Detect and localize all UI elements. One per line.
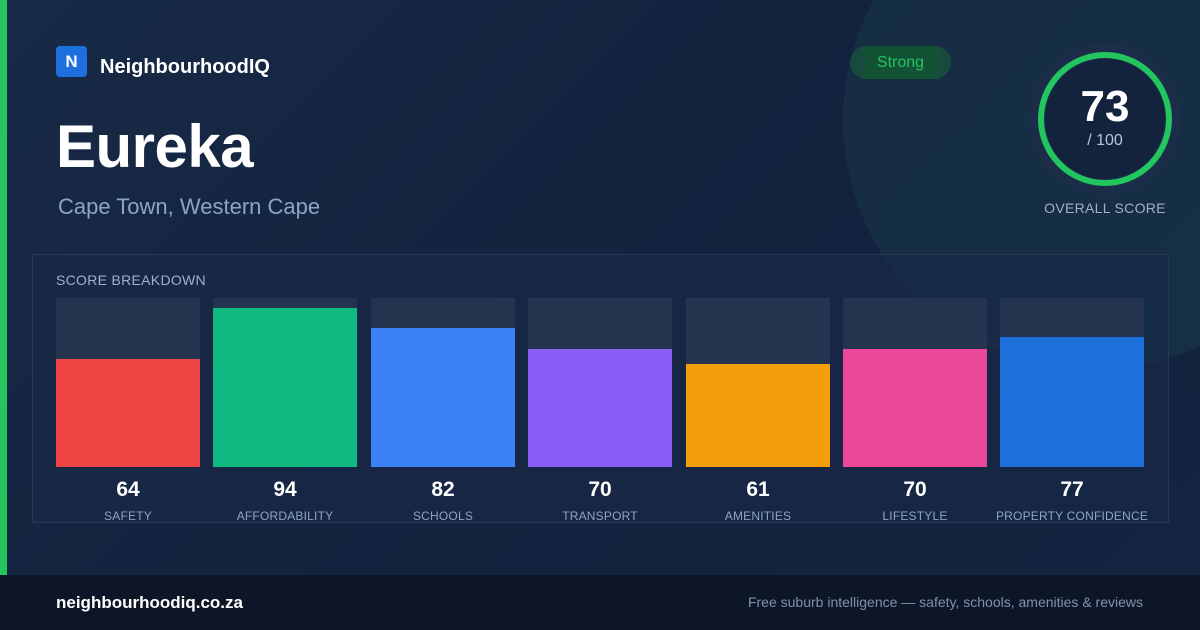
breakdown-item-affordability: 94 AFFORDABILITY	[213, 298, 357, 523]
rating-badge-label: Strong	[876, 53, 925, 71]
bar-fill	[843, 349, 987, 467]
suburb-title: Eureka	[56, 113, 254, 180]
bar-fill	[686, 364, 830, 467]
bar-label: AFFORDABILITY	[236, 509, 334, 523]
overall-score-ring	[1029, 43, 1181, 195]
bar-track	[1000, 298, 1144, 467]
breakdown-item-amenities: 61 AMENITIES	[686, 298, 830, 523]
bar-track	[686, 298, 830, 467]
bar-value: 70	[588, 478, 612, 501]
bar-value: 77	[1060, 478, 1084, 501]
breakdown-item-lifestyle: 70 LIFESTYLE	[843, 298, 987, 523]
bar-fill	[528, 349, 672, 467]
suburb-location: Cape Town, Western Cape	[58, 194, 321, 219]
footer	[0, 575, 1200, 630]
accent-bar	[0, 0, 7, 575]
breakdown-item-property-confidence: 77 PROPERTY CONFIDENCE	[996, 298, 1148, 523]
overall-score-max: / 100	[1087, 132, 1123, 149]
bar-fill	[56, 359, 200, 467]
rating-badge-highlight	[863, 46, 938, 79]
score-breakdown-title: SCORE BREAKDOWN	[56, 272, 206, 288]
bar-track	[528, 298, 672, 467]
bar-value: 70	[903, 478, 927, 501]
footer-url[interactable]: neighbourhoodiq.co.za	[56, 593, 243, 612]
breakdown-item-schools: 82 SCHOOLS	[371, 298, 515, 523]
score-ring-progress	[1038, 52, 1172, 186]
bar-label: AMENITIES	[724, 509, 792, 523]
bar-track	[371, 298, 515, 467]
footer-tagline: Free suburb intelligence — safety, schoo…	[747, 594, 1143, 610]
bar-label: SAFETY	[104, 509, 152, 523]
brand-name: NeighbourhoodIQ	[100, 56, 270, 78]
rating-badge: Strong	[850, 46, 951, 79]
breakdown-item-safety: 64 SAFETY	[56, 298, 200, 523]
bar-label: TRANSPORT	[562, 509, 638, 523]
bar-value: 64	[116, 478, 140, 501]
score-ring-inner	[1045, 59, 1165, 179]
bar-label: LIFESTYLE	[882, 509, 948, 523]
brand-logo-icon: N	[56, 46, 87, 77]
bar-label: SCHOOLS	[412, 509, 474, 523]
breakdown-item-transport: 70 TRANSPORT	[528, 298, 672, 523]
overall-score-label: OVERALL SCORE	[1044, 200, 1166, 216]
bar-fill	[371, 328, 515, 467]
overall-score-value: 73	[1080, 82, 1130, 131]
bar-value: 94	[273, 478, 297, 501]
bar-label: PROPERTY CONFIDENCE	[995, 509, 1149, 523]
bar-value: 82	[431, 478, 455, 501]
bar-fill	[1000, 337, 1144, 467]
bar-track	[843, 298, 987, 467]
bar-track	[56, 298, 200, 467]
bar-track	[213, 298, 357, 467]
bar-fill	[213, 308, 357, 467]
bar-value: 61	[746, 478, 770, 501]
